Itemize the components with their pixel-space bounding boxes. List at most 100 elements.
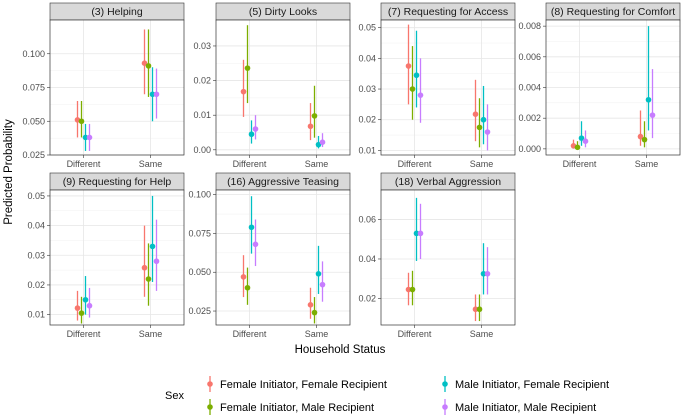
- data-point: [307, 123, 314, 130]
- legend-key-point: [207, 381, 213, 387]
- facet-panel: (18) Verbal Aggression 0.02 0.04 0.06 Differ…: [358, 172, 516, 339]
- y-tick-label: 0.000: [518, 144, 541, 154]
- data-point: [145, 63, 152, 69]
- data-point: [141, 60, 148, 66]
- y-tick-label: 0.02: [358, 115, 376, 125]
- data-point: [409, 86, 416, 92]
- y-tick-label: 0.075: [22, 83, 45, 93]
- data-point: [645, 96, 652, 103]
- data-point: [319, 139, 326, 145]
- x-tick-label: Same: [139, 159, 163, 169]
- x-tick-label: Same: [139, 329, 163, 339]
- y-tick-label: 0.050: [22, 116, 45, 126]
- data-point: [641, 136, 648, 143]
- data-point: [141, 264, 148, 271]
- x-tick-label: Different: [67, 329, 101, 339]
- panel-border: [49, 19, 185, 156]
- x-tick-label: Same: [305, 159, 329, 169]
- legend-key-point: [442, 381, 448, 387]
- y-tick-label: 0.004: [518, 83, 541, 93]
- data-point: [417, 230, 424, 237]
- data-point: [252, 126, 259, 132]
- panel-background: [216, 20, 350, 155]
- data-point: [78, 118, 85, 125]
- panel-border: [215, 189, 351, 326]
- legend-entry-label: Female Initiator, Female Recipient: [220, 379, 387, 391]
- data-point: [476, 306, 483, 313]
- facet-strip-title: (8) Requesting for Comfort: [551, 6, 675, 18]
- y-axis-title: Predicted Probability: [3, 119, 15, 225]
- legend-entry-label: Female Initiator, Male Recipient: [220, 402, 374, 414]
- y-tick-label: 0.03: [358, 84, 376, 94]
- data-point: [637, 133, 644, 140]
- facet-panel: (16) Aggressive Teasing 0.025 0.050 0.075 0.…: [188, 172, 351, 339]
- data-point: [413, 230, 420, 237]
- y-tick-label: 0.01: [358, 145, 376, 155]
- facet-panel: (3) Helping 0.025 0.050 0.075 0.100 Different…: [22, 2, 185, 169]
- data-point: [145, 276, 152, 282]
- data-point: [578, 135, 585, 141]
- x-tick-label: Same: [470, 159, 494, 169]
- data-point: [472, 111, 479, 117]
- y-tick-label: 0.025: [22, 150, 45, 160]
- y-tick-label: 0.05: [358, 23, 376, 33]
- y-tick-label: 0.01: [27, 310, 45, 320]
- data-point: [405, 63, 412, 69]
- facet-panel: (8) Requesting for Comfort 0.000 0.002 0.00…: [518, 2, 681, 169]
- panel-background: [50, 190, 184, 325]
- data-point: [476, 124, 483, 131]
- y-tick-label: 0.008: [518, 21, 541, 31]
- x-tick-label: Same: [470, 329, 494, 339]
- facet-strip-title: (18) Verbal Aggression: [395, 176, 501, 188]
- data-point: [480, 116, 487, 123]
- data-point: [307, 302, 314, 308]
- y-tick-label: 0.025: [188, 306, 211, 316]
- data-point: [413, 72, 420, 79]
- facet-strip-title: (9) Requesting for Help: [63, 176, 172, 188]
- facet-strip-title: (7) Requesting for Access: [388, 6, 508, 18]
- data-point: [315, 270, 322, 277]
- facet-strip-title: (5) Dirty Looks: [249, 6, 317, 18]
- y-tick-label: 0.02: [27, 280, 45, 290]
- y-tick-label: 0.04: [27, 221, 45, 231]
- data-point: [244, 284, 251, 291]
- legend-key-point: [442, 404, 448, 410]
- data-point: [153, 258, 160, 265]
- data-point: [149, 91, 156, 98]
- facet-panel: (7) Requesting for Access 0.01 0.02 0.03 0.0…: [358, 2, 516, 169]
- x-tick-label: Different: [233, 159, 267, 169]
- y-tick-label: 0.00: [193, 145, 211, 155]
- y-tick-label: 0.05: [27, 191, 45, 201]
- data-point: [574, 144, 581, 151]
- x-tick-label: Different: [398, 159, 432, 169]
- panel-border: [215, 19, 351, 156]
- panel-border: [380, 19, 516, 156]
- y-tick-label: 0.02: [358, 293, 376, 303]
- x-tick-label: Same: [305, 329, 329, 339]
- y-tick-label: 0.04: [358, 254, 376, 264]
- x-axis-title: Household Status: [295, 344, 386, 356]
- data-point: [582, 138, 589, 144]
- data-point: [252, 241, 259, 248]
- panel-background: [381, 190, 515, 325]
- data-point: [480, 270, 487, 277]
- data-point: [311, 113, 318, 119]
- data-point: [484, 129, 491, 135]
- y-tick-label: 0.03: [27, 250, 45, 260]
- legend-entry-label: Male Initiator, Male Recipient: [455, 402, 596, 414]
- data-point: [417, 92, 424, 98]
- data-point: [78, 310, 85, 316]
- facet-panel: (5) Dirty Looks 0.00 0.01 0.02 0.03 Different…: [193, 2, 351, 169]
- data-point: [319, 281, 326, 288]
- x-tick-label: Same: [635, 159, 659, 169]
- x-tick-label: Different: [67, 159, 101, 169]
- data-point: [82, 296, 89, 303]
- x-tick-label: Different: [398, 329, 432, 339]
- y-tick-label: 0.02: [193, 76, 211, 86]
- data-point: [240, 274, 247, 280]
- x-tick-label: Different: [563, 159, 597, 169]
- legend-key-point: [207, 404, 213, 410]
- data-point: [405, 286, 412, 293]
- data-point: [82, 134, 89, 141]
